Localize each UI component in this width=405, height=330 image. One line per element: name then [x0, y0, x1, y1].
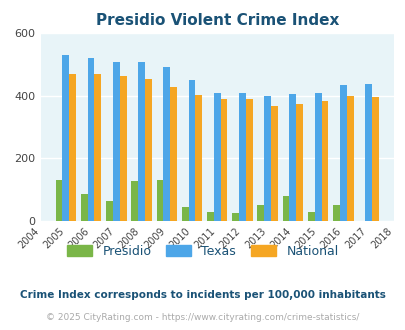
Bar: [207, 212, 213, 221]
Bar: [195, 95, 202, 221]
Bar: [106, 201, 113, 221]
Bar: [62, 55, 69, 221]
Bar: [321, 101, 328, 221]
Bar: [81, 194, 87, 221]
Text: Crime Index corresponds to incidents per 100,000 inhabitants: Crime Index corresponds to incidents per…: [20, 290, 385, 300]
Bar: [188, 80, 195, 221]
Bar: [138, 62, 145, 221]
Bar: [69, 74, 76, 221]
Bar: [119, 76, 126, 221]
Bar: [346, 96, 353, 221]
Bar: [232, 213, 239, 221]
Bar: [170, 87, 177, 221]
Bar: [131, 181, 138, 221]
Bar: [333, 205, 339, 221]
Bar: [245, 99, 252, 221]
Text: © 2025 CityRating.com - https://www.cityrating.com/crime-statistics/: © 2025 CityRating.com - https://www.city…: [46, 313, 359, 322]
Bar: [213, 93, 220, 221]
Bar: [364, 84, 371, 221]
Bar: [239, 93, 245, 221]
Bar: [339, 85, 346, 221]
Bar: [220, 99, 227, 221]
Bar: [156, 180, 163, 221]
Bar: [145, 79, 151, 221]
Legend: Presidio, Texas, National: Presidio, Texas, National: [62, 240, 343, 263]
Bar: [163, 67, 170, 221]
Bar: [264, 96, 271, 221]
Bar: [94, 74, 101, 221]
Bar: [296, 104, 303, 221]
Bar: [282, 196, 289, 221]
Bar: [55, 180, 62, 221]
Bar: [271, 106, 277, 221]
Bar: [181, 207, 188, 221]
Bar: [257, 205, 264, 221]
Bar: [87, 58, 94, 221]
Bar: [289, 94, 296, 221]
Bar: [113, 62, 119, 221]
Bar: [371, 97, 378, 221]
Bar: [314, 92, 321, 221]
Title: Presidio Violent Crime Index: Presidio Violent Crime Index: [95, 13, 338, 28]
Bar: [307, 212, 314, 221]
